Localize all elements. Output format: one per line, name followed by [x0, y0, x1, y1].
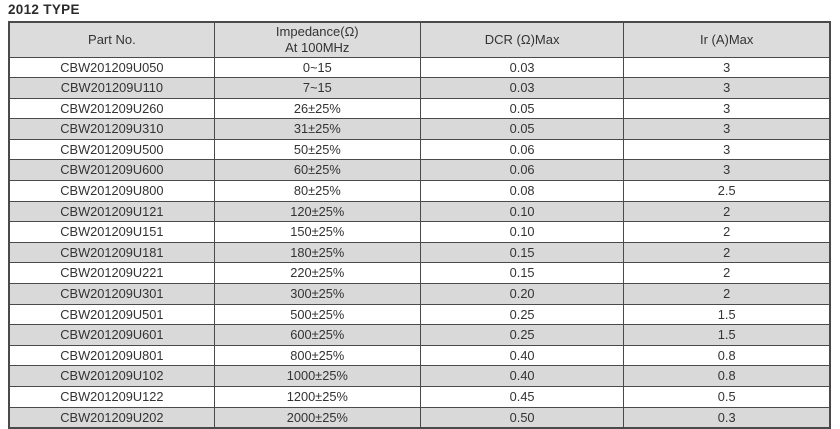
part-no-cell: CBW201209U181	[8, 241, 215, 264]
dcr-cell: 0.03	[419, 56, 625, 79]
table-row: CBW201209U260 26±25% 0.05 3	[8, 97, 831, 120]
part-no-cell: CBW201209U601	[8, 324, 215, 346]
part-no-cell: CBW201209U800	[8, 180, 215, 202]
dcr-cell: 0.40	[419, 344, 625, 367]
ir-cell: 2	[623, 200, 831, 223]
impedance-cell: 500±25%	[213, 303, 421, 326]
impedance-cell: 300±25%	[213, 283, 421, 305]
dcr-cell: 0.06	[419, 159, 625, 182]
part-no-cell: CBW201209U221	[8, 262, 215, 285]
impedance-cell: 120±25%	[213, 200, 421, 223]
ir-cell: 0.8	[623, 344, 831, 367]
table-row: CBW201209U601 600±25% 0.25 1.5	[8, 324, 831, 346]
table-row: CBW201209U151 150±25% 0.10 2	[8, 221, 831, 243]
table-row: CBW201209U501 500±25% 0.25 1.5	[8, 303, 831, 326]
part-no-cell: CBW201209U801	[8, 344, 215, 367]
datasheet-page: 2012 TYPE Part No. Impedance(Ω) At 100MH…	[8, 2, 831, 429]
impedance-cell: 220±25%	[213, 262, 421, 285]
dcr-cell: 0.05	[419, 97, 625, 120]
table-row: CBW201209U310 31±25% 0.05 3	[8, 118, 831, 140]
column-header-impedance: Impedance(Ω) At 100MHz	[213, 21, 421, 58]
dcr-cell: 0.45	[419, 386, 625, 408]
part-no-cell: CBW201209U301	[8, 283, 215, 305]
impedance-header-line1: Impedance(Ω)	[275, 23, 359, 39]
header-row: Part No. Impedance(Ω) At 100MHz DCR (Ω)M…	[8, 21, 831, 58]
impedance-cell: 80±25%	[213, 180, 421, 202]
dcr-cell: 0.03	[419, 77, 625, 99]
part-no-cell: CBW201209U110	[8, 77, 215, 99]
impedance-cell: 1000±25%	[213, 365, 421, 387]
column-header-ir: Ir (A)Max	[623, 21, 831, 58]
table-row: CBW201209U122 1200±25% 0.45 0.5	[8, 386, 831, 408]
column-header-dcr: DCR (Ω)Max	[419, 21, 625, 58]
ir-cell: 3	[623, 159, 831, 182]
table-row: CBW201209U110 7~15 0.03 3	[8, 77, 831, 99]
table-row: CBW201209U121 120±25% 0.10 2	[8, 200, 831, 223]
ir-cell: 3	[623, 97, 831, 120]
dcr-cell: 0.25	[419, 303, 625, 326]
impedance-cell: 1200±25%	[213, 386, 421, 408]
impedance-cell: 7~15	[213, 77, 421, 99]
ir-cell: 0.8	[623, 365, 831, 387]
table-body: CBW201209U050 0~15 0.03 3 CBW201209U110 …	[8, 56, 831, 429]
impedance-cell: 180±25%	[213, 241, 421, 264]
dcr-cell: 0.06	[419, 138, 625, 161]
ir-cell: 2	[623, 221, 831, 243]
table-header: Part No. Impedance(Ω) At 100MHz DCR (Ω)M…	[8, 21, 831, 58]
impedance-cell: 31±25%	[213, 118, 421, 140]
table-row: CBW201209U301 300±25% 0.20 2	[8, 283, 831, 305]
impedance-cell: 0~15	[213, 56, 421, 79]
dcr-cell: 0.08	[419, 180, 625, 202]
ir-cell: 1.5	[623, 324, 831, 346]
part-no-cell: CBW201209U260	[8, 97, 215, 120]
table-row: CBW201209U600 60±25% 0.06 3	[8, 159, 831, 182]
table-row: CBW201209U800 80±25% 0.08 2.5	[8, 180, 831, 202]
impedance-cell: 600±25%	[213, 324, 421, 346]
dcr-cell: 0.10	[419, 221, 625, 243]
impedance-cell: 800±25%	[213, 344, 421, 367]
ir-cell: 3	[623, 138, 831, 161]
impedance-cell: 50±25%	[213, 138, 421, 161]
dcr-cell: 0.20	[419, 283, 625, 305]
column-header-part-no: Part No.	[8, 21, 215, 58]
dcr-cell: 0.15	[419, 241, 625, 264]
page-title: 2012 TYPE	[8, 2, 80, 17]
ir-cell: 3	[623, 77, 831, 99]
dcr-cell: 0.25	[419, 324, 625, 346]
ir-cell: 3	[623, 56, 831, 79]
ir-cell: 2	[623, 262, 831, 285]
part-no-cell: CBW201209U151	[8, 221, 215, 243]
ir-cell: 2.5	[623, 180, 831, 202]
table-row: CBW201209U102 1000±25% 0.40 0.8	[8, 365, 831, 387]
part-no-cell: CBW201209U102	[8, 365, 215, 387]
part-no-cell: CBW201209U500	[8, 138, 215, 161]
part-no-cell: CBW201209U122	[8, 386, 215, 408]
ir-cell: 2	[623, 283, 831, 305]
dcr-cell: 0.10	[419, 200, 625, 223]
impedance-cell: 150±25%	[213, 221, 421, 243]
part-no-cell: CBW201209U501	[8, 303, 215, 326]
part-no-cell: CBW201209U050	[8, 56, 215, 79]
dcr-cell: 0.05	[419, 118, 625, 140]
table-row: CBW201209U181 180±25% 0.15 2	[8, 241, 831, 264]
ir-cell: 2	[623, 241, 831, 264]
ir-cell: 0.5	[623, 386, 831, 408]
part-no-cell: CBW201209U600	[8, 159, 215, 182]
dcr-cell: 0.40	[419, 365, 625, 387]
part-no-cell: CBW201209U310	[8, 118, 215, 140]
impedance-cell: 60±25%	[213, 159, 421, 182]
part-no-cell: CBW201209U121	[8, 200, 215, 223]
table-row: CBW201209U801 800±25% 0.40 0.8	[8, 344, 831, 367]
ir-cell: 1.5	[623, 303, 831, 326]
dcr-cell: 0.15	[419, 262, 625, 285]
ir-cell: 3	[623, 118, 831, 140]
table-row: CBW201209U221 220±25% 0.15 2	[8, 262, 831, 285]
table-row: CBW201209U500 50±25% 0.06 3	[8, 138, 831, 161]
impedance-header-line2: At 100MHz	[285, 39, 350, 55]
parts-table: Part No. Impedance(Ω) At 100MHz DCR (Ω)M…	[8, 21, 831, 429]
table-row: CBW201209U050 0~15 0.03 3	[8, 56, 831, 79]
impedance-cell: 26±25%	[213, 97, 421, 120]
